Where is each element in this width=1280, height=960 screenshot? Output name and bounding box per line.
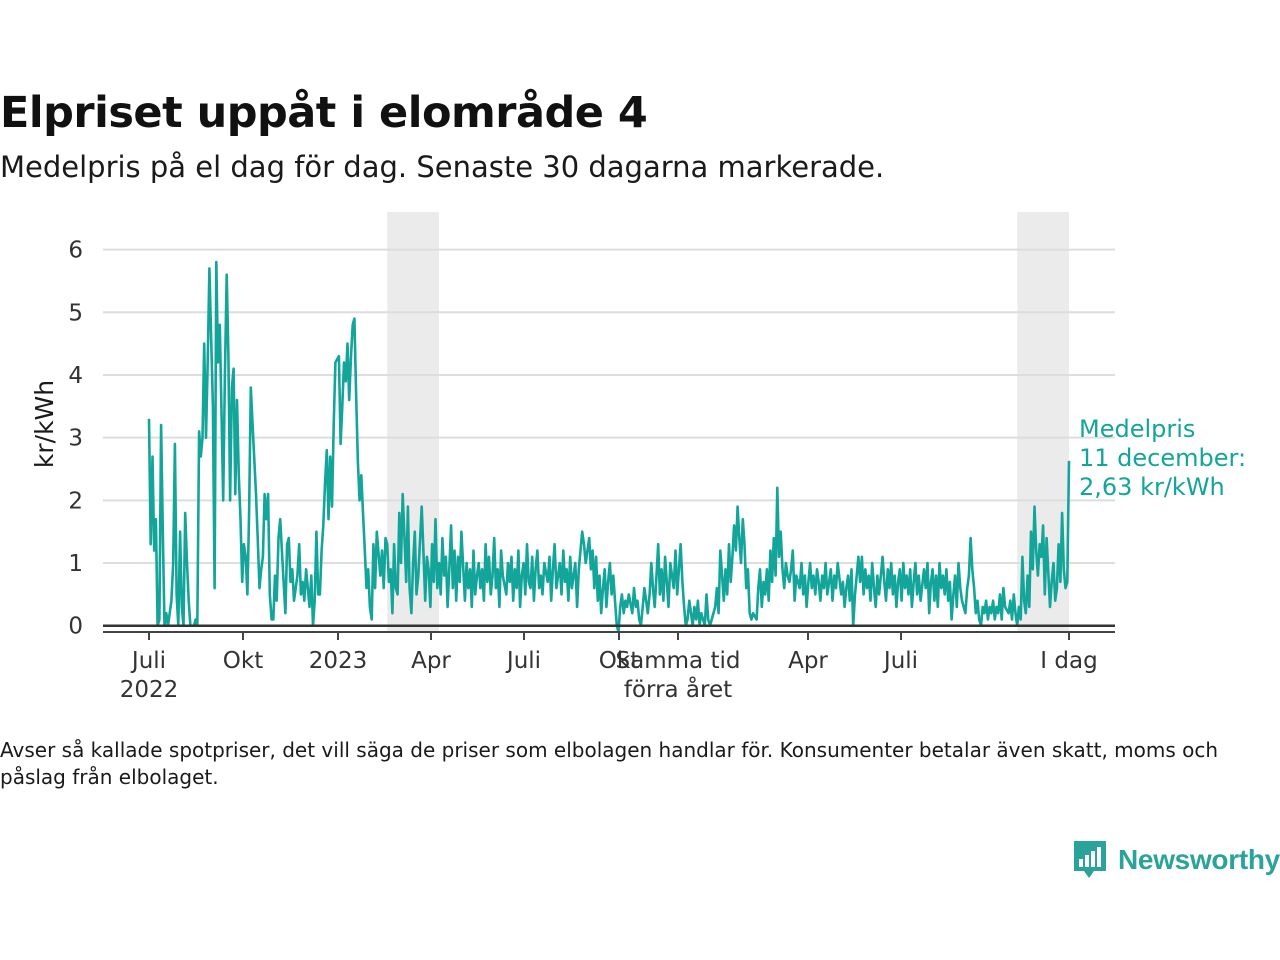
logo-text: Newsworthy — [1118, 844, 1280, 875]
x-tick-label: 2022 — [120, 677, 179, 703]
x-tick-label: Juli — [882, 648, 918, 674]
newsworthy-logo[interactable]: Newsworthy — [1072, 838, 1280, 882]
x-tick-label: I dag — [1040, 648, 1097, 674]
x-tick-label: Apr — [411, 648, 451, 674]
y-tick-label: 3 — [68, 426, 83, 452]
y-tick-label: 6 — [68, 238, 83, 264]
x-tick-label: Apr — [788, 648, 828, 674]
x-tick-label: förra året — [624, 675, 732, 703]
chart-subtitle: Medelpris på el dag för dag. Senaste 30 … — [0, 150, 885, 184]
annotation-line: 2,63 kr/kWh — [1079, 473, 1225, 501]
footnote: Avser så kallade spotpriser, det vill sä… — [0, 738, 1219, 789]
x-tick-label: Juli — [505, 648, 541, 674]
x-tick-label: Samma tid — [616, 648, 741, 674]
x-tick-label: Okt — [599, 648, 639, 674]
y-tick-label: 4 — [68, 363, 83, 389]
annotation-line: 11 december: — [1079, 444, 1246, 472]
x-tick-label: Juli — [130, 648, 166, 674]
y-axis-label: kr/kWh — [30, 380, 59, 468]
newsworthy-logo-icon — [1074, 841, 1106, 878]
x-tick-label: Okt — [223, 648, 263, 674]
y-tick-label: 2 — [68, 488, 83, 514]
y-tick-label: 5 — [68, 300, 83, 326]
y-tick-label: 0 — [68, 614, 83, 640]
x-tick-label: 2023 — [309, 648, 368, 674]
annotation-line: Medelpris — [1079, 415, 1195, 443]
grid-lines: 0 1 2 3 4 5 6 — [68, 238, 1115, 640]
series-layer — [147, 260, 1071, 634]
chart-title: Elpriset uppåt i elområde 4 — [0, 88, 648, 138]
y-tick-label: 1 — [68, 551, 83, 577]
price-line-series-1 — [147, 260, 1071, 634]
